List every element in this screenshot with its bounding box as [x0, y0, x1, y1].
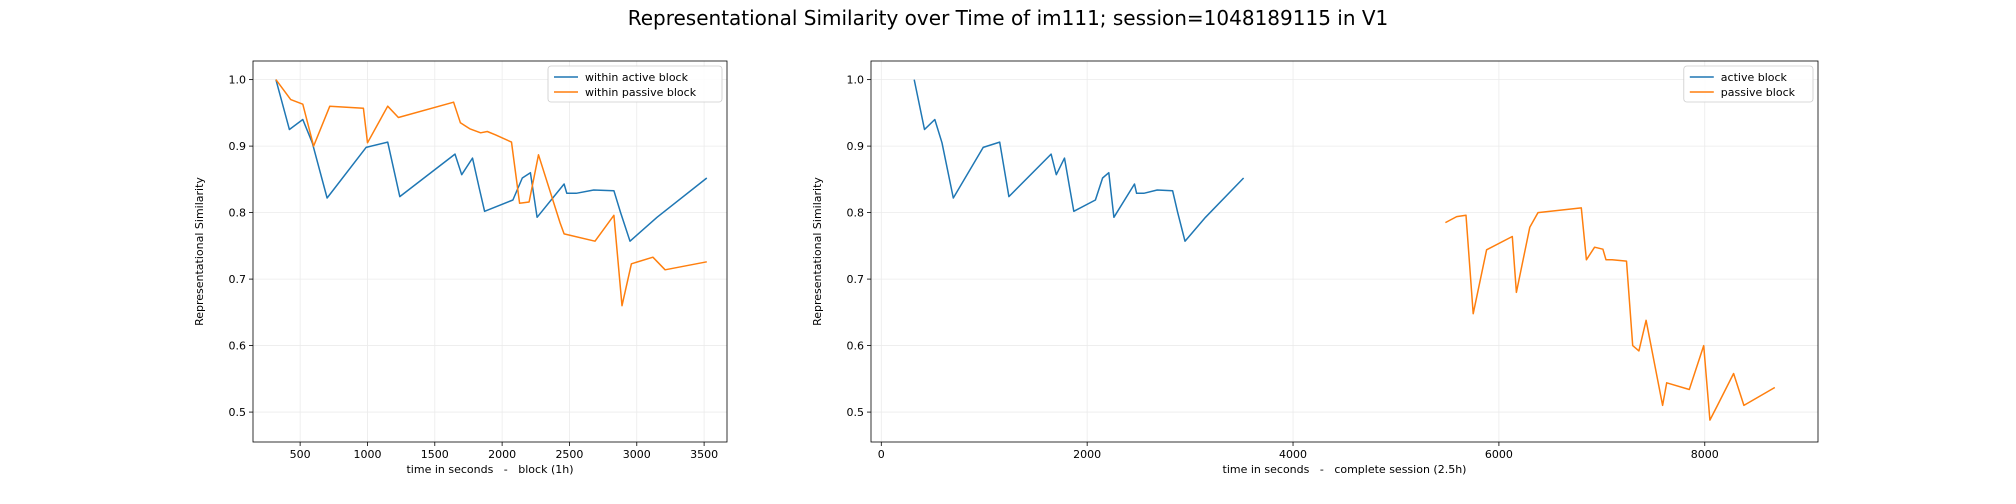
- legend-box: [547, 65, 723, 103]
- legend-label-2: within passive block: [585, 86, 697, 99]
- series-line-1: [913, 79, 1245, 242]
- plot-frame: [870, 60, 1819, 443]
- x-axis-label: time in seconds - block (1h): [406, 463, 573, 476]
- legend-label-1: within active block: [585, 71, 689, 84]
- x-tick-label: 3500: [690, 448, 718, 461]
- y-axis-label: Representational Similarity: [193, 177, 206, 326]
- x-tick-label: 4000: [1279, 448, 1307, 461]
- y-tick-label: 1.0: [847, 74, 865, 87]
- x-tick-label: 2000: [488, 448, 516, 461]
- y-tick-label: 0.5: [847, 406, 865, 419]
- x-tick-label: 1500: [421, 448, 449, 461]
- legend: within active block within passive block: [547, 65, 723, 103]
- y-tick-label: 0.8: [847, 207, 865, 220]
- chart-1: 500 1000 1500 2000 2500 3000 3500 0.5 0.6 0.7 0.8 0…: [193, 60, 728, 476]
- y-tick-label: 0.7: [847, 273, 865, 286]
- x-axis-label: time in seconds - complete session (2.5h…: [1223, 463, 1467, 476]
- y-tick-label: 0.8: [229, 207, 247, 220]
- chart-2: 0 2000 4000 6000 8000 0.5 0.6 0.7 0.8 0.9 1.0 time …: [811, 60, 1819, 476]
- series-line-1: [275, 79, 708, 242]
- x-tick-label: 500: [290, 448, 311, 461]
- x-tick-label: 0: [878, 448, 885, 461]
- y-tick-label: 0.7: [229, 273, 247, 286]
- x-tick-label: 3000: [623, 448, 651, 461]
- y-tick-label: 0.6: [847, 340, 865, 353]
- y-tick-label: 1.0: [229, 74, 247, 87]
- y-axis-label: Representational Similarity: [811, 177, 824, 326]
- legend-label-2: passive block: [1721, 86, 1796, 99]
- legend: active block passive block: [1683, 65, 1814, 103]
- y-tick-label: 0.6: [229, 340, 247, 353]
- y-tick-label: 0.5: [229, 406, 247, 419]
- figure-title: Representational Similarity over Time of…: [627, 6, 1389, 30]
- plot-frame: [252, 60, 728, 443]
- x-tick-label: 2500: [555, 448, 583, 461]
- series-line-2: [275, 79, 707, 307]
- legend-box: [1683, 65, 1814, 103]
- x-tick-label: 2000: [1073, 448, 1101, 461]
- x-tick-label: 8000: [1691, 448, 1719, 461]
- x-tick-label: 6000: [1485, 448, 1513, 461]
- series-line-2: [1445, 207, 1776, 421]
- legend-label-1: active block: [1721, 71, 1788, 84]
- x-tick-label: 1000: [353, 448, 381, 461]
- y-tick-label: 0.9: [847, 140, 865, 153]
- y-tick-label: 0.9: [229, 140, 247, 153]
